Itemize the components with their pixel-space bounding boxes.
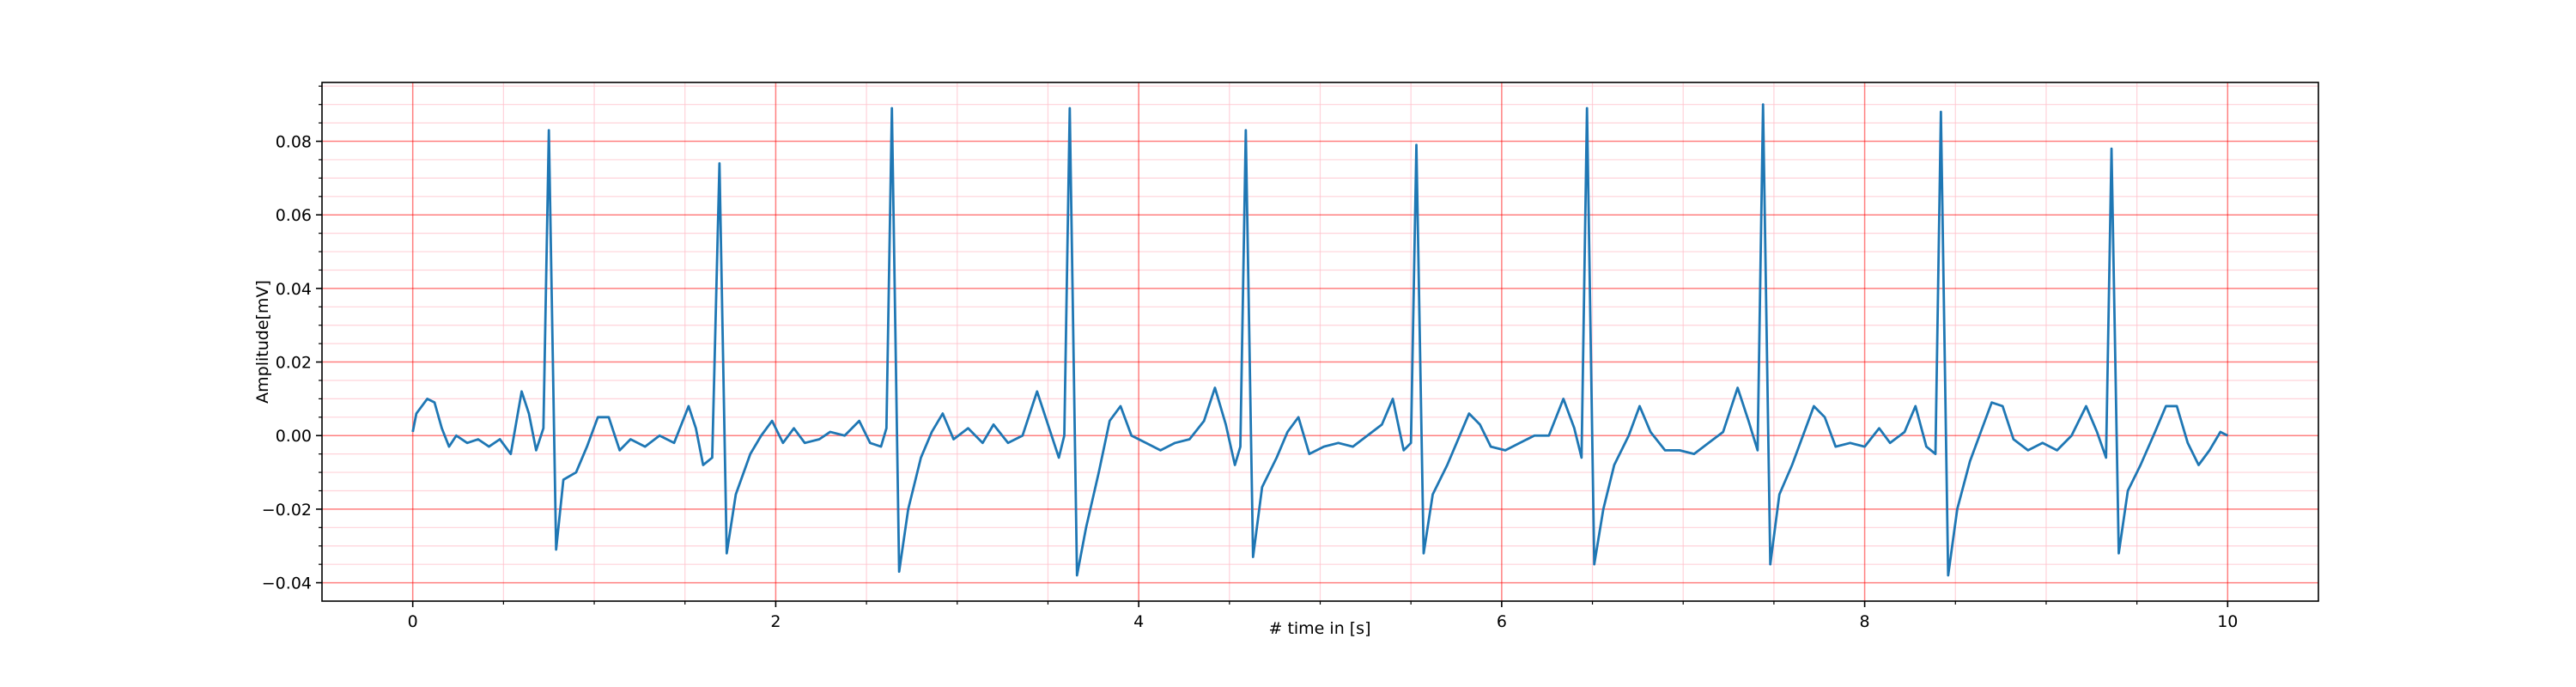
ticks: 0 2 4 6 8 10 −0.04 −0.02 0.00 0.04 0.02 0.06 0.08 <box>262 85 2238 631</box>
y-tick-label: 0.00 <box>276 427 312 446</box>
ecg-line <box>411 103 2228 577</box>
y-tick-label: 0.08 <box>276 133 312 152</box>
x-tick-label: 6 <box>1497 612 1507 631</box>
y-tick-label: −0.02 <box>262 501 312 520</box>
y-tick-label: 0.06 <box>276 206 312 225</box>
x-tick-label: 0 <box>408 612 418 631</box>
y-tick-label: 0.02 <box>276 354 312 373</box>
x-tick-label: 4 <box>1133 612 1144 631</box>
x-tick-label: 8 <box>1860 612 1870 631</box>
y-axis-label: Amplitude[mV] <box>253 280 272 404</box>
x-tick-label: 10 <box>2217 612 2238 631</box>
x-axis-label: # time in [s] <box>1268 619 1370 638</box>
y-tick-label: 0.04 <box>276 280 312 299</box>
grid <box>322 82 2318 601</box>
x-tick-label: 2 <box>770 612 781 631</box>
plot-area <box>411 103 2228 577</box>
y-tick-label: −0.04 <box>262 575 312 593</box>
